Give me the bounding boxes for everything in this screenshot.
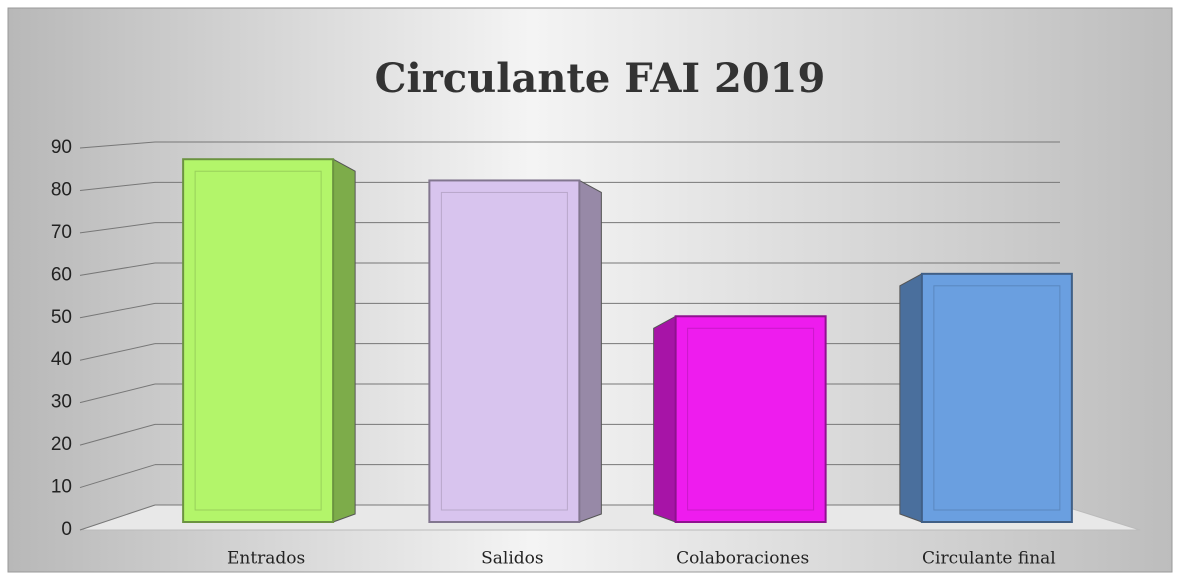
grid-line — [79, 141, 156, 149]
y-tick-label: 60 — [51, 264, 72, 285]
bar-side — [899, 272, 923, 523]
chart-title: Circulante FAI 2019 — [375, 55, 826, 102]
x-tick-label: Salidos — [481, 549, 544, 569]
y-tick-label: 40 — [51, 349, 72, 370]
y-tick-label: 50 — [51, 307, 72, 328]
bar-side — [653, 315, 677, 523]
y-tick-label: 30 — [51, 392, 72, 413]
bar — [920, 272, 1073, 524]
grid-line — [79, 464, 156, 489]
grid-line — [79, 181, 156, 191]
y-tick-label: 10 — [51, 477, 72, 498]
bar-inner — [687, 327, 815, 511]
grid-line — [79, 222, 156, 234]
x-tick-label: Entrados — [227, 549, 305, 569]
y-tick-label: 80 — [51, 179, 72, 200]
bar — [674, 315, 827, 523]
grid-line — [79, 302, 156, 319]
grid-line — [79, 504, 156, 531]
bar-inner — [933, 285, 1061, 511]
bar-inner — [194, 170, 322, 511]
bar-inner — [440, 191, 568, 511]
y-tick-label: 90 — [51, 137, 72, 158]
bar — [428, 179, 581, 523]
bar-side — [578, 179, 602, 523]
bar — [182, 158, 335, 523]
grid-line — [79, 343, 156, 361]
x-tick-label: Colaboraciones — [676, 549, 809, 569]
y-tick-label: 20 — [51, 434, 72, 455]
grid-line — [79, 383, 156, 404]
grid-line — [79, 262, 156, 276]
y-tick-label: 70 — [51, 222, 72, 243]
grid-line — [79, 423, 156, 446]
bar-side — [332, 158, 356, 523]
x-tick-label: Circulante final — [922, 549, 1056, 569]
y-tick-label: 0 — [61, 519, 72, 540]
